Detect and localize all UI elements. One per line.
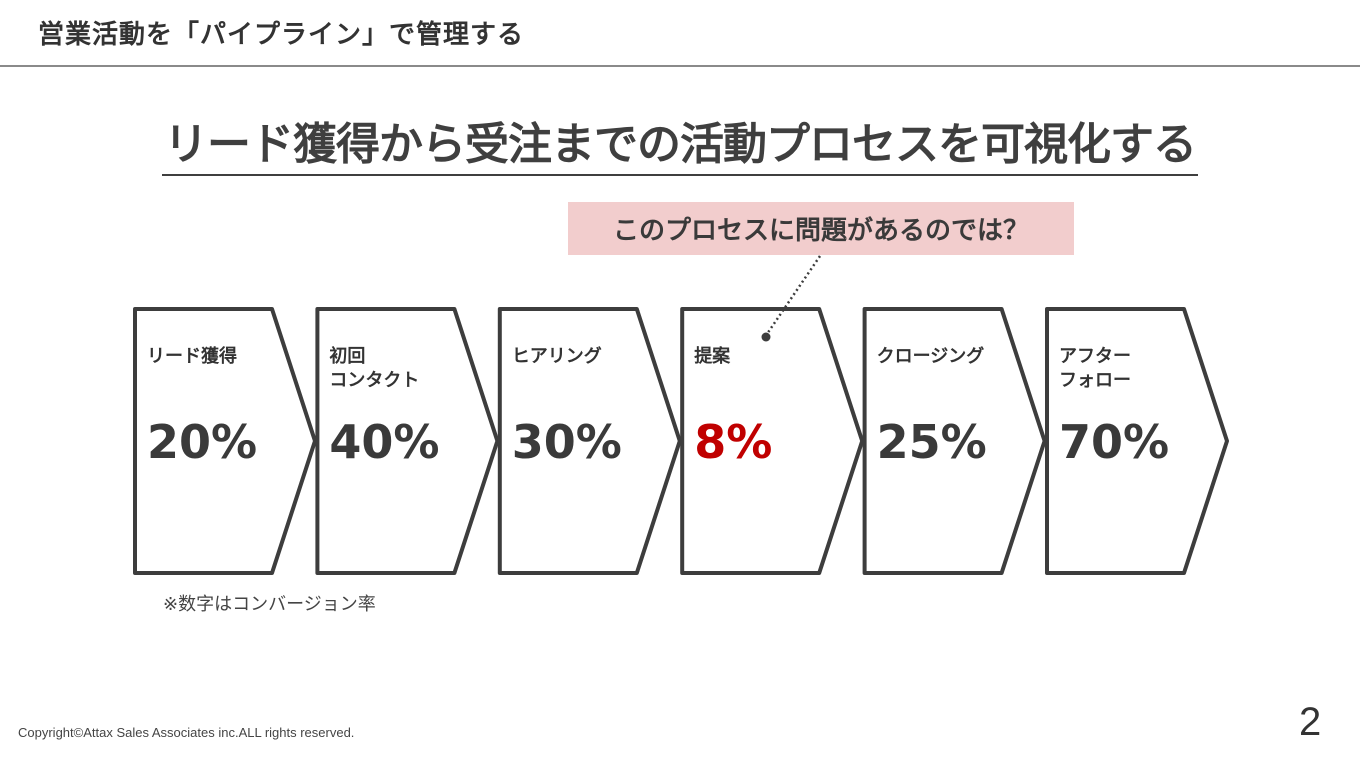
stage-conversion-rate: 70% xyxy=(1059,415,1170,469)
stage-chevron xyxy=(862,307,1047,575)
main-title: リード獲得から受注までの活動プロセスを可視化する xyxy=(0,108,1360,176)
conversion-note: ※数字はコンバージョン率 xyxy=(163,594,376,615)
copyright: Copyright©Attax Sales Associates inc.ALL… xyxy=(18,725,355,740)
callout-connector xyxy=(765,255,822,335)
stage-conversion-rate: 30% xyxy=(511,415,622,469)
header-title: 営業活動を「パイプライン」で管理する xyxy=(38,20,525,50)
page-number: 2 xyxy=(1299,700,1322,744)
stage-chevron xyxy=(497,307,682,575)
stage-chevron xyxy=(133,307,317,575)
stage-conversion-rate: 20% xyxy=(147,415,258,469)
stage-label: 初回 コンタクト xyxy=(329,346,420,391)
callout-connector-dot xyxy=(761,332,771,342)
stage-conversion-rate: 8% xyxy=(694,415,773,469)
main-title-text: リード獲得から受注までの活動プロセスを可視化する xyxy=(162,108,1198,176)
stage-label: アフター フォロー xyxy=(1059,346,1131,391)
stage-label: リード獲得 xyxy=(147,346,237,367)
callout-box: このプロセスに問題があるのでは？ xyxy=(568,202,1074,255)
stage-chevron xyxy=(1045,307,1229,575)
stage-label: クロージング xyxy=(876,346,985,367)
stage-conversion-rate: 40% xyxy=(329,415,440,469)
stage-chevron xyxy=(315,307,500,575)
stage-label: 提案 xyxy=(694,346,731,367)
header-bar: 営業活動を「パイプライン」で管理する xyxy=(0,0,1360,67)
stage-label: ヒアリング xyxy=(511,346,602,367)
stage-conversion-rate: 25% xyxy=(876,415,987,469)
stage-chevron xyxy=(680,307,865,575)
